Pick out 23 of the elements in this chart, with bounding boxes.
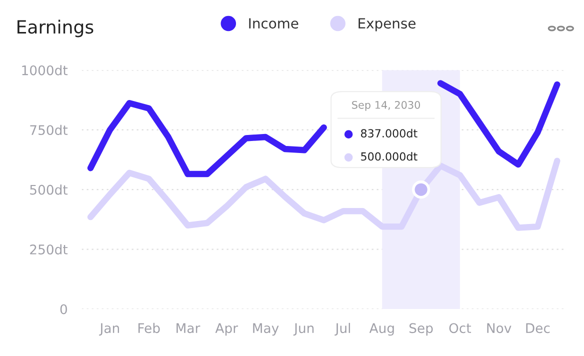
y-tick-label: 750dt bbox=[30, 124, 68, 136]
y-tick-label: 500dt bbox=[30, 184, 68, 195]
x-tick-label: Jun bbox=[293, 323, 314, 336]
annotation: 500.000dt bbox=[361, 152, 418, 161]
x-tick-label: Aug bbox=[369, 323, 394, 336]
x-tick-label: Sep bbox=[409, 323, 433, 336]
chart-title: Earnings bbox=[18, 20, 94, 38]
x-tick-label: Feb bbox=[138, 322, 160, 334]
x-tick-label: Mar bbox=[176, 323, 200, 334]
x-tick-label: Nov bbox=[487, 323, 512, 334]
y-tick-label: 0 bbox=[60, 304, 67, 314]
x-tick-label: Jan bbox=[99, 323, 119, 336]
legend-label: Income bbox=[249, 18, 298, 29]
legend-label: Expense bbox=[358, 18, 416, 32]
annotation: Sep 14, 2030 bbox=[352, 100, 420, 111]
x-tick-label: Jul bbox=[334, 322, 350, 336]
annotation: 837.000dt bbox=[361, 128, 418, 138]
x-tick-label: May bbox=[253, 323, 279, 336]
x-tick-label: Oct bbox=[449, 323, 472, 334]
x-tick-label: Dec bbox=[526, 323, 550, 334]
x-tick-label: Apr bbox=[215, 323, 238, 336]
y-tick-label: 250dt bbox=[30, 244, 68, 254]
y-tick-label: 1000dt bbox=[22, 65, 68, 76]
